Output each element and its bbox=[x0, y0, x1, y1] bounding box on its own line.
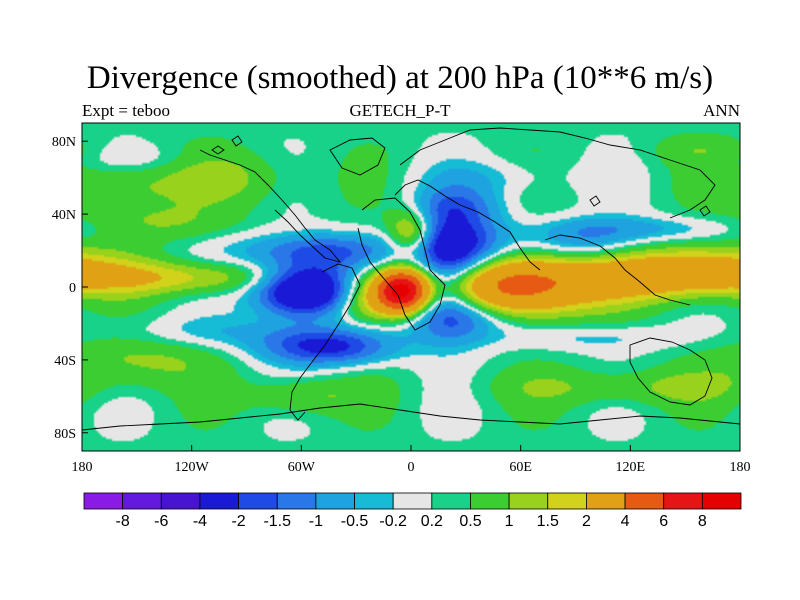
colorbar-label-9: 0.5 bbox=[459, 513, 481, 530]
colorbar-box-0 bbox=[83, 492, 124, 510]
colorbar-box-4 bbox=[238, 492, 278, 510]
chart-title: Divergence (smoothed) at 200 hPa (10**6 … bbox=[86, 60, 714, 96]
y-tick-label-1: 40N bbox=[52, 208, 76, 223]
colorbar-box-2 bbox=[160, 492, 201, 510]
colorbar-box-7 bbox=[354, 492, 394, 510]
map-area bbox=[82, 123, 740, 451]
x-tick-label-2: 60W bbox=[288, 460, 316, 475]
coastline-europe bbox=[394, 179, 541, 271]
colorbar-label-1: -6 bbox=[154, 513, 168, 530]
colorbar-box-15 bbox=[663, 492, 703, 510]
x-tick-label-4: 60E bbox=[509, 460, 532, 475]
colorbar-label-14: 6 bbox=[659, 513, 668, 530]
colorbar-label-8: 0.2 bbox=[421, 513, 443, 530]
x-tick-label-0: 180 bbox=[72, 460, 93, 475]
colorbar-box-6 bbox=[315, 492, 355, 510]
x-tick-label-5: 120E bbox=[616, 460, 646, 475]
colorbar-label-6: -0.5 bbox=[341, 513, 369, 530]
colorbar: -8 -6 -4 -2 -1.5 -1 -0.5 -0.2 0.2 0.5 1 1.5 2 4 6 8 bbox=[83, 492, 742, 530]
coastline-pacific-islands bbox=[211, 135, 711, 217]
colorbar-label-12: 2 bbox=[582, 513, 591, 530]
colorbar-label-2: -4 bbox=[193, 513, 207, 530]
model-label: GETECH_P-T bbox=[349, 101, 451, 120]
colorbar-box-12 bbox=[547, 492, 587, 510]
coastlines bbox=[82, 127, 740, 431]
colorbar-label-7: -0.2 bbox=[379, 513, 407, 530]
divergence-field bbox=[82, 123, 740, 451]
x-tick-label-6: 180 bbox=[730, 460, 751, 475]
coastline-australia bbox=[629, 337, 713, 406]
colorbar-label-4: -1.5 bbox=[263, 513, 291, 530]
colorbar-box-14 bbox=[624, 492, 665, 510]
coastline-antarctica bbox=[82, 403, 740, 431]
colorbar-box-9 bbox=[431, 492, 471, 510]
coastline-eurasia bbox=[399, 127, 716, 219]
colorbar-box-8 bbox=[392, 492, 433, 510]
y-tick-label-3: 40S bbox=[54, 354, 76, 369]
y-tick-label-4: 80S bbox=[54, 427, 76, 442]
colorbar-label-0: -8 bbox=[116, 513, 130, 530]
x-tick-label-3: 0 bbox=[408, 460, 415, 475]
colorbar-label-11: 1.5 bbox=[537, 513, 559, 530]
x-tick-label-1: 120W bbox=[175, 460, 210, 475]
coastline-south-america bbox=[289, 263, 361, 421]
colorbar-box-1 bbox=[122, 492, 162, 510]
colorbar-box-3 bbox=[199, 492, 239, 510]
colorbar-box-10 bbox=[470, 492, 510, 510]
colorbar-box-11 bbox=[508, 492, 549, 510]
colorbar-label-13: 4 bbox=[621, 513, 630, 530]
y-tick-label-0: 80N bbox=[52, 135, 76, 150]
coastline-north-america bbox=[199, 149, 342, 263]
coastline-africa bbox=[357, 197, 446, 331]
colorbar-box-5 bbox=[276, 492, 317, 510]
colorbar-label-3: -2 bbox=[231, 513, 245, 530]
colorbar-box-16 bbox=[701, 492, 742, 510]
coastline-asia-south bbox=[544, 234, 691, 306]
x-axis: 180 120W 60W 0 60E 120E 180 bbox=[72, 445, 751, 475]
season-label: ANN bbox=[703, 101, 740, 120]
coastline-greenland bbox=[329, 137, 386, 176]
colorbar-label-10: 1 bbox=[505, 513, 514, 530]
y-tick-label-2: 0 bbox=[69, 281, 76, 296]
y-axis: 80N 40N 0 40S 80S bbox=[52, 135, 88, 442]
colorbar-label-5: -1 bbox=[309, 513, 323, 530]
experiment-label: Expt = teboo bbox=[82, 101, 170, 120]
colorbar-box-13 bbox=[586, 492, 626, 510]
colorbar-label-15: 8 bbox=[698, 513, 707, 530]
